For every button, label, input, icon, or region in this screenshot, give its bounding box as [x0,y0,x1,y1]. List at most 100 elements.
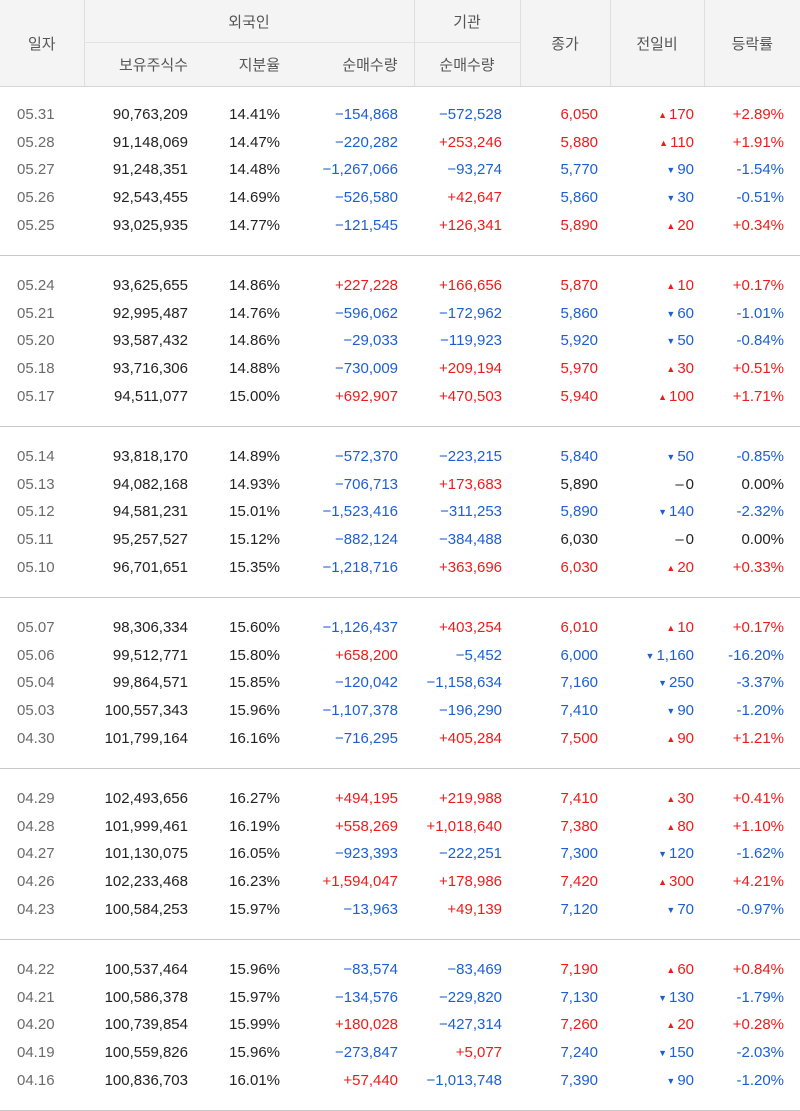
cell-date: 04.30 [17,729,55,747]
cell-change-value: 250 [668,674,695,692]
cell-foreign-net: −1,523,416 [322,503,399,521]
cell-rate: +0.33% [732,558,785,576]
down-triangle-icon: ▼ [666,452,676,463]
cell-change-value: 130 [668,988,695,1006]
cell-change-value: 0 [685,475,695,493]
cell-rate: +0.28% [732,1016,785,1034]
cell-change-value: 60 [677,961,695,979]
cell-date: 05.17 [17,387,55,405]
cell-rate: +0.34% [732,216,785,234]
cell-foreign-net: −572,370 [335,448,399,466]
cell-change: ▼ 120 [610,840,704,868]
cell-change: –0 [610,526,704,554]
cell-change-value: 90 [677,729,695,747]
cell-close: 5,970 [560,360,599,378]
table-row: 04.26 102,233,468 16.23% +1,594,047 +178,986… [0,868,800,896]
group-divider [0,255,800,256]
cell-rate: -0.51% [736,189,785,207]
cell-date: 04.20 [17,1016,55,1034]
cell-rate: +1.71% [732,387,785,405]
cell-ratio: 15.96% [229,961,280,979]
cell-ratio: 14.47% [229,133,280,151]
group-spacer [0,427,800,443]
group-divider [0,939,800,940]
cell-foreign-net: −1,126,437 [322,619,399,637]
cell-ratio: 16.05% [229,845,280,863]
cell-rate: +1.91% [732,133,785,151]
cell-holdings: 94,581,231 [112,503,188,521]
cell-change: ▼ 150 [610,1039,704,1067]
cell-holdings: 100,584,253 [104,900,188,918]
cell-inst-net: −83,469 [447,961,503,979]
cell-holdings: 98,306,334 [112,619,188,637]
table-row: 05.12 94,581,231 15.01% −1,523,416 −311,253 5… [0,498,800,526]
cell-close: 7,500 [560,729,599,747]
cell-ratio: 15.99% [229,1016,280,1034]
cell-foreign-net: +180,028 [335,1016,399,1034]
cell-rate: -0.85% [736,448,785,466]
cell-change: ▲ 170 [610,101,704,129]
group-spacer [0,769,800,785]
cell-date: 04.16 [17,1071,55,1089]
cell-foreign-net: −716,295 [335,729,399,747]
cell-rate: -1.01% [736,304,785,322]
table-row: 05.03 100,557,343 15.96% −1,107,378 −196,290… [0,697,800,725]
cell-rate: -1.62% [736,845,785,863]
cell-close: 5,920 [560,332,599,350]
cell-change: ▲ 20 [610,1011,704,1039]
cell-rate: -16.20% [728,646,785,664]
cell-change-value: 10 [677,277,695,295]
cell-change-value: 20 [677,558,695,576]
group-spacer [0,581,800,598]
cell-date: 05.12 [17,503,55,521]
cell-inst-net: −427,314 [439,1016,503,1034]
cell-holdings: 100,559,826 [104,1043,188,1061]
cell-foreign-net: −730,009 [335,360,399,378]
cell-holdings: 93,587,432 [112,332,188,350]
cell-foreign-net: −29,033 [343,332,399,350]
cell-change-value: 10 [677,619,695,637]
cell-change: ▼ 30 [610,184,704,212]
cell-ratio: 16.23% [229,872,280,890]
cell-foreign-net: +57,440 [343,1071,399,1089]
cell-ratio: 16.01% [229,1071,280,1089]
group-spacer [0,87,800,102]
cell-change: ▲ 80 [610,812,704,840]
cell-ratio: 15.00% [229,387,280,405]
cell-close: 5,860 [560,189,599,207]
table-row: 04.29 102,493,656 16.27% +494,195 +219,988 7,… [0,785,800,813]
cell-inst-net: −5,452 [455,646,503,664]
header-institution: 기관 [413,0,521,43]
cell-inst-net: +219,988 [439,790,503,808]
cell-close: 6,000 [560,646,599,664]
cell-holdings: 100,537,464 [104,961,188,979]
cell-close: 7,390 [560,1071,599,1089]
cell-ratio: 14.76% [229,304,280,322]
table-row: 05.27 91,248,351 14.48% −1,267,066 −93,274 5,… [0,156,800,184]
down-triangle-icon: ▼ [666,336,676,347]
cell-close: 7,380 [560,817,599,835]
cell-date: 04.27 [17,845,55,863]
cell-ratio: 15.97% [229,900,280,918]
cell-date: 04.21 [17,988,55,1006]
cell-inst-net: −384,488 [439,531,503,549]
up-triangle-icon: ▲ [658,876,667,887]
cell-holdings: 93,025,935 [112,216,188,234]
cell-ratio: 14.77% [229,216,280,234]
cell-change-value: 60 [677,304,695,322]
table-row: 05.04 99,864,571 15.85% −120,042 −1,158,634 7… [0,669,800,697]
cell-close: 5,860 [560,304,599,322]
cell-holdings: 101,130,075 [104,845,188,863]
cell-rate: +0.84% [732,961,785,979]
cell-rate: +4.21% [732,872,785,890]
cell-change-value: 50 [677,332,695,350]
cell-close: 7,420 [560,872,599,890]
down-triangle-icon: ▼ [658,678,667,689]
cell-close: 5,870 [560,277,599,295]
down-triangle-icon: ▼ [666,904,676,915]
cell-inst-net: −119,923 [440,332,503,350]
cell-ratio: 16.27% [229,790,280,808]
cell-date: 05.20 [17,332,55,350]
cell-holdings: 91,148,069 [112,133,188,151]
cell-ratio: 15.85% [229,674,280,692]
